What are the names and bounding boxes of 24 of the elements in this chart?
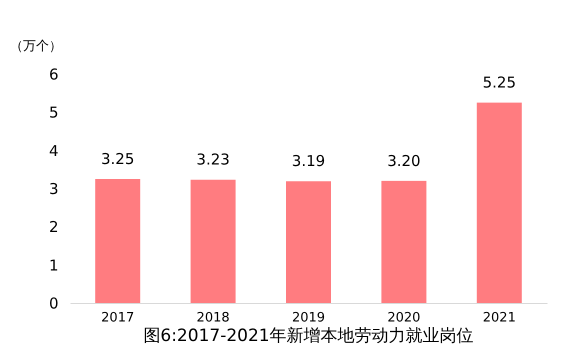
- text: 图6:2017-2021年新增本地劳动力就业岗位: [143, 326, 474, 346]
- y-tick-label: 3: [48, 180, 58, 198]
- x-tick-label: 2020: [387, 310, 420, 326]
- x-tick-label: 2017: [101, 310, 134, 326]
- data-label: 3.20: [387, 152, 421, 170]
- y-axis-title: （万个）: [10, 39, 62, 54]
- y-tick-label: 6: [48, 66, 58, 84]
- y-tick-label: 5: [48, 104, 58, 122]
- bar: [286, 181, 331, 303]
- y-tick-label: 1: [48, 256, 58, 274]
- y-tick-label: 0: [48, 294, 58, 312]
- data-label: 3.19: [292, 152, 326, 170]
- x-tick-label: 2021: [482, 310, 516, 326]
- x-tick-label: 2019: [292, 310, 326, 326]
- bar: [190, 180, 236, 303]
- x-tick-label: 2018: [196, 310, 230, 326]
- y-tick-label: 4: [48, 142, 58, 160]
- data-label: 5.25: [482, 74, 516, 92]
- y-tick-label: 2: [48, 218, 58, 236]
- bar: [476, 102, 522, 303]
- bar: [95, 178, 140, 303]
- data-label: 3.23: [196, 150, 230, 169]
- data-label: 3.25: [100, 150, 134, 168]
- bar: [381, 180, 426, 303]
